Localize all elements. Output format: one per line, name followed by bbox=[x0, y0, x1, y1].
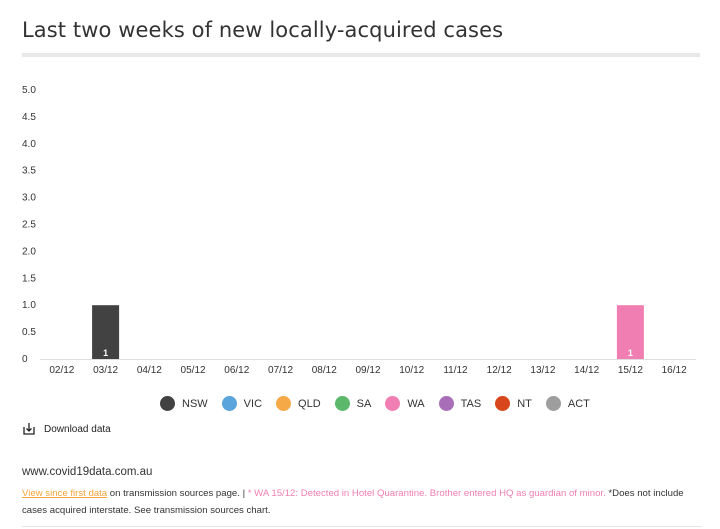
title-divider bbox=[22, 53, 700, 57]
y-tick-label: 2.0 bbox=[22, 246, 36, 257]
x-tick-label: 04/12 bbox=[137, 365, 162, 376]
x-tick-label: 14/12 bbox=[574, 365, 599, 376]
x-tick-label: 15/12 bbox=[618, 365, 643, 376]
legend-swatch bbox=[438, 396, 454, 411]
legend-swatch bbox=[276, 396, 292, 411]
y-tick-label: 4.5 bbox=[22, 112, 36, 123]
bar-chart: 0 0.5 1.0 1.5 2.0 2.5 3.0 3.5 4.0 4.5 5.0 02/12 1 03/… bbox=[22, 85, 696, 376]
y-tick-label: 0.5 bbox=[22, 327, 36, 338]
interstate-note: *Does not include cases acquired interst… bbox=[22, 488, 684, 516]
x-tick-label: 13/12 bbox=[530, 365, 555, 376]
y-tick-label: 0 bbox=[22, 354, 28, 365]
x-tick-label: 05/12 bbox=[181, 365, 206, 376]
y-tick-label: 3.5 bbox=[22, 166, 36, 177]
chart-title: Last two weeks of new locally-acquired c… bbox=[22, 18, 504, 42]
legend-item-nsw[interactable]: NSW bbox=[160, 396, 208, 411]
legend-swatch bbox=[160, 396, 175, 411]
y-tick-label: 5.0 bbox=[22, 85, 36, 96]
y-tick-label: 3.0 bbox=[22, 193, 36, 204]
x-tick-label: 07/12 bbox=[268, 365, 293, 376]
x-tick-label: 03/12 bbox=[93, 365, 118, 376]
legend-label: NT bbox=[517, 397, 532, 410]
x-tick-label: 06/12 bbox=[224, 365, 249, 376]
y-tick-label: 1.5 bbox=[22, 273, 36, 284]
download-label: Download data bbox=[44, 423, 111, 435]
legend-item-wa[interactable]: WA bbox=[385, 396, 425, 411]
data-label: 1 bbox=[628, 348, 633, 358]
wa-note: * WA 15/12: Detected in Hotel Quarantine… bbox=[247, 488, 606, 499]
x-tick-label: 10/12 bbox=[399, 365, 424, 376]
legend-item-qld[interactable]: QLD bbox=[276, 396, 321, 411]
y-tick-label: 2.5 bbox=[22, 220, 36, 231]
legend-item-vic[interactable]: VIC bbox=[221, 396, 263, 411]
legend-label: WA bbox=[407, 397, 425, 410]
view-since-first-data-link[interactable]: View since first data bbox=[22, 488, 108, 499]
x-tick-label: 08/12 bbox=[312, 365, 337, 376]
x-tick-label: 16/12 bbox=[662, 365, 687, 376]
notes-text: on transmission sources page. | bbox=[107, 488, 248, 499]
data-label: 1 bbox=[103, 348, 108, 358]
footer-divider bbox=[22, 526, 702, 527]
bar-wa-15-12 bbox=[616, 305, 644, 359]
site-url: www.covid19data.com.au bbox=[22, 466, 153, 478]
x-tick-label: 02/12 bbox=[49, 365, 74, 376]
footer-notes: View since first data on transmission so… bbox=[22, 485, 702, 519]
legend-label: ACT bbox=[567, 397, 590, 410]
download-icon bbox=[23, 423, 35, 435]
legend-swatch bbox=[221, 396, 237, 411]
legend: NSW VIC QLD SA WA TAS NT ACT bbox=[160, 396, 604, 411]
y-tick-label: 1.0 bbox=[22, 300, 36, 311]
legend-item-act[interactable]: ACT bbox=[545, 396, 590, 411]
legend-label: QLD bbox=[298, 397, 321, 410]
legend-swatch bbox=[545, 396, 561, 411]
x-tick-label: 09/12 bbox=[355, 365, 380, 376]
legend-swatch bbox=[334, 396, 350, 411]
bar-nsw-03-12 bbox=[92, 305, 120, 359]
download-data-button[interactable]: Download data bbox=[22, 422, 111, 436]
legend-label: VIC bbox=[243, 397, 263, 410]
legend-label: NSW bbox=[182, 397, 208, 410]
x-tick-label: 11/12 bbox=[443, 365, 468, 376]
legend-swatch bbox=[495, 396, 511, 411]
legend-label: TAS bbox=[460, 397, 482, 410]
legend-item-sa[interactable]: SA bbox=[334, 396, 372, 411]
legend-item-tas[interactable]: TAS bbox=[438, 396, 482, 411]
x-tick-label: 12/12 bbox=[487, 365, 512, 376]
legend-item-nt[interactable]: NT bbox=[495, 396, 532, 411]
y-tick-label: 4.0 bbox=[22, 139, 36, 150]
legend-label: SA bbox=[356, 397, 372, 410]
legend-swatch bbox=[385, 396, 401, 411]
